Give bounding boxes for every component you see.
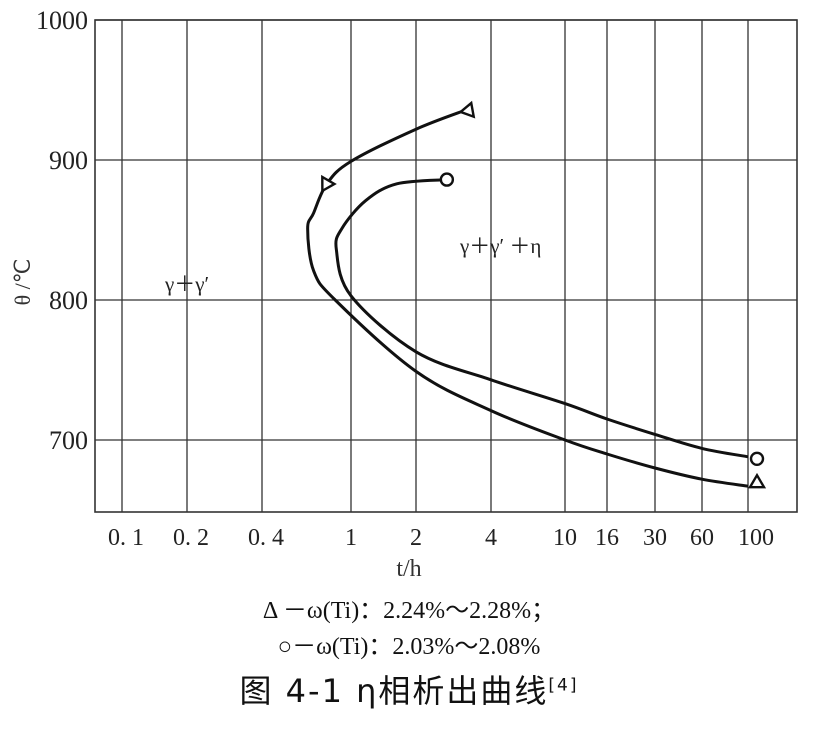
arrowhead-icon	[321, 174, 337, 193]
x-tick-label: 0. 4	[248, 525, 284, 551]
plot-frame	[94, 19, 798, 513]
legend-triangle: Δ －ω(Ti)：2.24%～2.28%；	[262, 598, 556, 624]
figure-caption: 图 4-1 η相析出曲线[4]	[0, 666, 818, 712]
x-axis-label: t/h	[396, 556, 422, 582]
triangle-marker	[458, 100, 476, 119]
y-tick-label: 800	[49, 286, 88, 315]
series-curve-triangle	[306, 108, 749, 488]
x-tick-labels: 0. 1 0. 2 0. 4 1 2 4 10 16 30 60 100	[108, 525, 774, 551]
x-tick-label: 10	[553, 525, 577, 551]
x-tick-label: 100	[738, 525, 774, 551]
x-tick-label: 4	[485, 525, 497, 551]
triangle-marker	[747, 472, 767, 489]
x-tick-label: 30	[643, 525, 667, 551]
y-axis-label: θ /℃	[10, 259, 35, 306]
caption-text: 图 4-1 η相析出曲线	[239, 672, 549, 710]
legend-circle: ○－ω(Ti)：2.03%～2.08%	[277, 634, 541, 660]
x-tick-label: 2	[410, 525, 422, 551]
circle-marker	[439, 172, 455, 187]
caption-reference: [4]	[548, 675, 579, 696]
x-tick-label: 1	[345, 525, 357, 551]
y-tick-label: 700	[49, 426, 88, 455]
x-tick-label: 0. 2	[173, 525, 209, 551]
series-curve-circle	[334, 178, 749, 459]
circle-marker	[749, 451, 765, 466]
region-label-gamma-gammaprime: γ＋γ′	[164, 272, 209, 296]
x-tick-label: 0. 1	[108, 525, 144, 551]
x-tick-label: 60	[690, 525, 714, 551]
x-tick-label: 16	[595, 525, 619, 551]
region-label-gamma-gammaprime-eta: γ＋γ′ ＋η	[459, 234, 541, 258]
curves	[306, 100, 767, 489]
y-tick-label: 900	[49, 146, 88, 175]
y-tick-labels: 1000 900 800 700	[36, 6, 88, 455]
y-tick-label: 1000	[36, 6, 88, 35]
grid	[94, 19, 798, 513]
